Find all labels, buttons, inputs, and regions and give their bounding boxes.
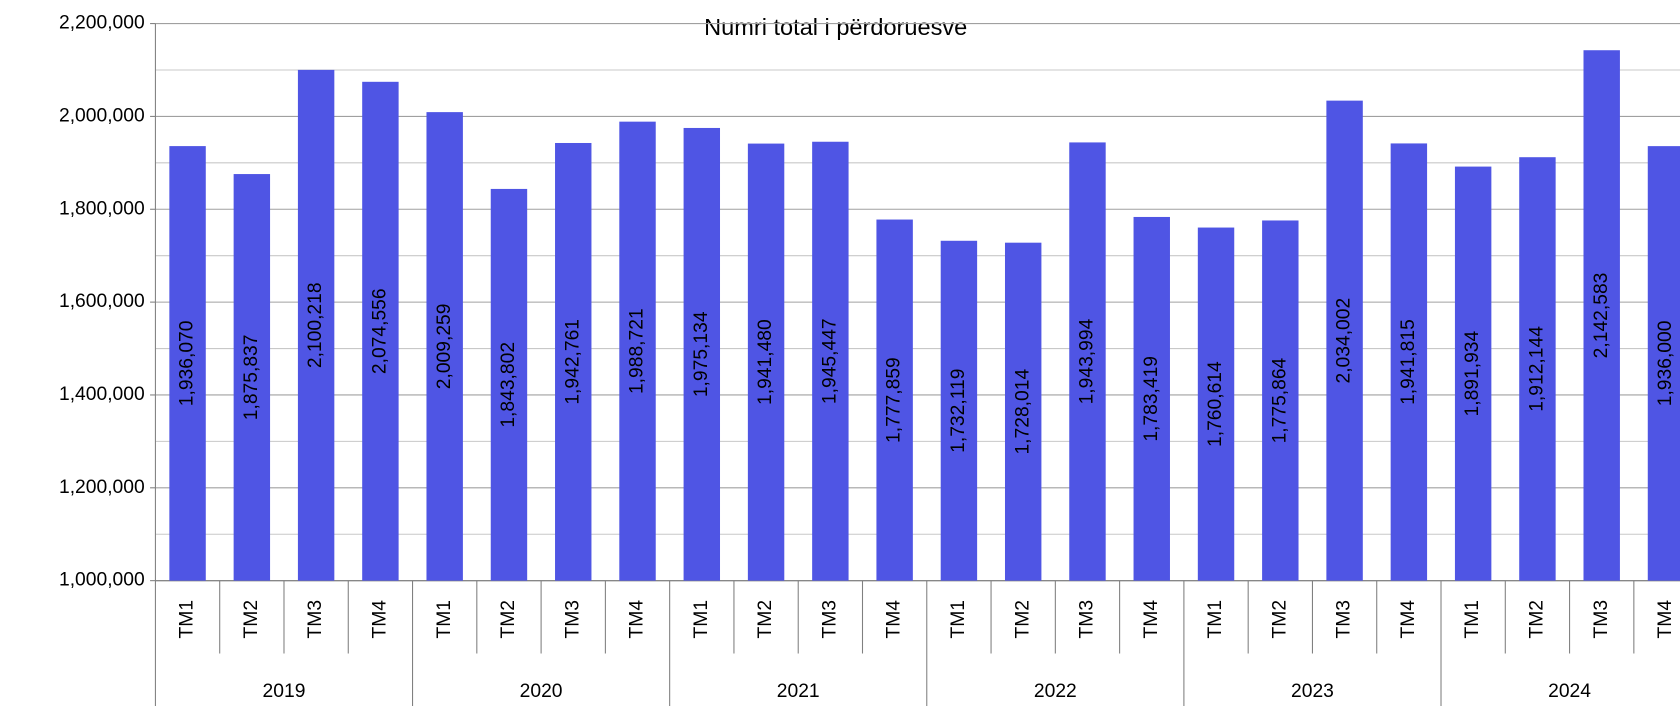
x-tick-label: TM1 bbox=[177, 600, 198, 639]
x-tick-label: TM1 bbox=[948, 600, 969, 639]
x-tick-label: TM2 bbox=[755, 600, 776, 639]
value-label: 2,034,002 bbox=[1334, 298, 1355, 384]
value-label: 1,941,480 bbox=[755, 319, 776, 405]
value-label: 1,936,070 bbox=[177, 321, 198, 407]
bar bbox=[1647, 146, 1680, 581]
bar bbox=[1069, 142, 1106, 581]
value-label: 2,074,556 bbox=[369, 288, 390, 374]
x-tick-label: TM2 bbox=[498, 600, 519, 639]
value-label: 1,777,859 bbox=[884, 357, 905, 443]
x-tick-label: TM3 bbox=[305, 600, 326, 639]
group-label: 2019 bbox=[263, 681, 306, 702]
bar bbox=[876, 219, 913, 581]
value-label: 1,912,144 bbox=[1527, 326, 1548, 412]
bar bbox=[426, 112, 463, 581]
y-tick-label: 1,200,000 bbox=[59, 477, 145, 498]
y-tick-label: 1,600,000 bbox=[59, 291, 145, 312]
bar bbox=[233, 174, 271, 581]
value-label: 1,942,761 bbox=[562, 319, 583, 405]
group-label: 2021 bbox=[777, 681, 820, 702]
value-label: 1,936,000 bbox=[1655, 321, 1676, 407]
bar bbox=[1519, 157, 1556, 581]
bar bbox=[1583, 50, 1620, 581]
value-label: 1,732,119 bbox=[948, 369, 969, 453]
x-tick-label: TM4 bbox=[627, 600, 648, 639]
value-label: 1,943,994 bbox=[1077, 318, 1098, 404]
x-tick-label: TM3 bbox=[1077, 600, 1098, 639]
value-label: 1,945,447 bbox=[819, 318, 840, 404]
bar bbox=[940, 240, 978, 581]
bar bbox=[297, 69, 335, 581]
bar bbox=[619, 121, 656, 581]
bar bbox=[1197, 227, 1235, 581]
x-tick-label: TM4 bbox=[1398, 600, 1419, 639]
value-label: 1,783,419 bbox=[1141, 356, 1162, 442]
y-tick-label: 1,400,000 bbox=[59, 384, 145, 405]
value-label: 1,843,802 bbox=[498, 342, 519, 428]
y-tick-label: 1,800,000 bbox=[59, 198, 145, 219]
value-label: 2,009,259 bbox=[434, 304, 455, 390]
x-tick-label: TM1 bbox=[434, 600, 455, 639]
bar bbox=[555, 142, 592, 581]
group-label: 2024 bbox=[1548, 681, 1591, 702]
x-tick-label: TM2 bbox=[241, 600, 262, 639]
x-tick-label: TM2 bbox=[1527, 600, 1548, 639]
chart-title: Numri total i përdoruesve bbox=[704, 14, 967, 40]
x-tick-label: TM2 bbox=[1269, 600, 1290, 639]
value-label: 1,975,134 bbox=[691, 311, 712, 397]
x-tick-label: TM4 bbox=[1141, 600, 1162, 639]
y-tick-label: 2,200,000 bbox=[59, 13, 145, 34]
x-tick-label: TM3 bbox=[562, 600, 583, 639]
bar bbox=[747, 143, 785, 581]
bar bbox=[1326, 100, 1363, 581]
bar bbox=[1004, 242, 1042, 581]
group-label: 2022 bbox=[1034, 681, 1077, 702]
value-label: 1,988,721 bbox=[627, 308, 648, 394]
bar bbox=[490, 188, 528, 581]
value-label: 2,142,583 bbox=[1591, 273, 1612, 359]
x-tick-label: TM1 bbox=[1462, 600, 1483, 639]
x-tick-label: TM4 bbox=[884, 600, 905, 639]
bar bbox=[812, 141, 849, 581]
value-label: 1,891,934 bbox=[1462, 330, 1483, 416]
x-tick-label: TM1 bbox=[1205, 600, 1226, 639]
bar bbox=[1390, 143, 1428, 581]
x-tick-label: TM3 bbox=[1334, 600, 1355, 639]
y-tick-label: 2,000,000 bbox=[59, 106, 145, 127]
bar bbox=[169, 146, 206, 581]
x-tick-label: TM4 bbox=[1655, 600, 1676, 639]
value-label: 1,875,837 bbox=[241, 334, 262, 420]
bar bbox=[1262, 220, 1299, 581]
group-label: 2023 bbox=[1291, 681, 1334, 702]
value-label: 1,760,614 bbox=[1205, 361, 1226, 447]
y-tick-label: 1,000,000 bbox=[59, 570, 145, 591]
bar bbox=[1133, 216, 1170, 581]
value-label: 1,775,864 bbox=[1269, 357, 1290, 443]
x-tick-label: TM4 bbox=[369, 600, 390, 639]
x-tick-label: TM2 bbox=[1012, 600, 1033, 639]
group-label: 2020 bbox=[520, 681, 563, 702]
value-label: 1,728,014 bbox=[1012, 369, 1033, 455]
bar bbox=[683, 127, 721, 581]
bar bbox=[362, 81, 399, 581]
x-tick-label: TM3 bbox=[1591, 600, 1612, 639]
value-label: 1,941,815 bbox=[1398, 319, 1419, 405]
x-tick-label: TM1 bbox=[691, 600, 712, 639]
value-label: 2,100,218 bbox=[305, 282, 326, 368]
x-tick-label: TM3 bbox=[819, 600, 840, 639]
bar bbox=[1454, 166, 1492, 581]
